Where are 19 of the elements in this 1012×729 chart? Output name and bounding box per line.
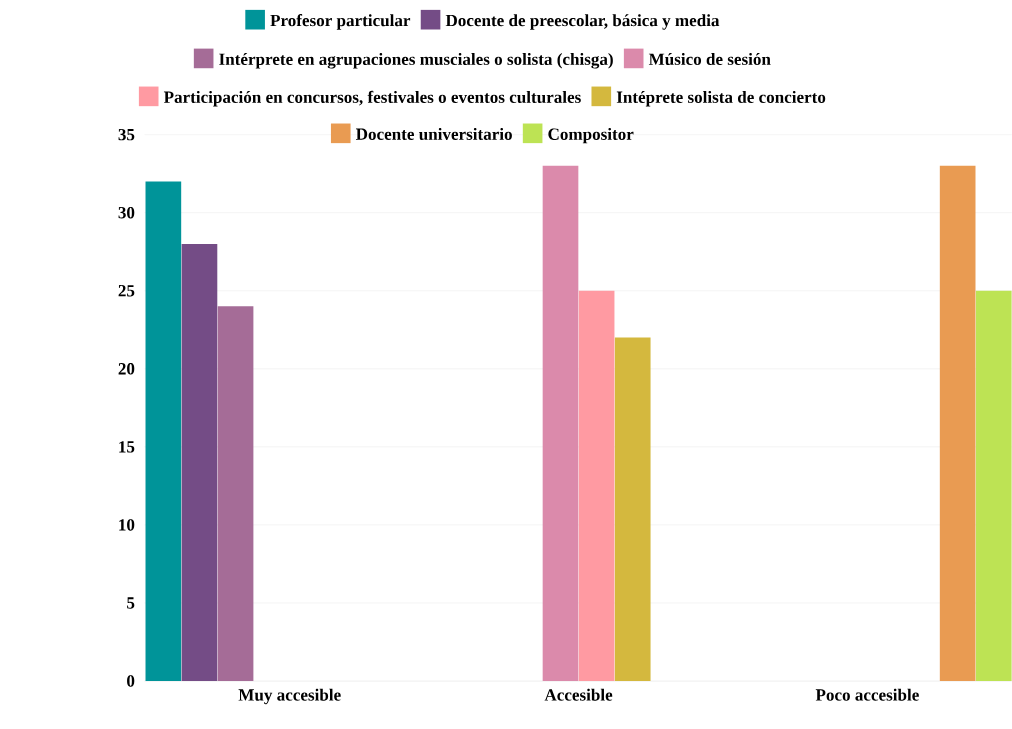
legend-label: Profesor particular xyxy=(270,13,411,30)
legend-label: Intérprete en agrupaciones musciales o solista (chisga) xyxy=(219,52,613,69)
y-tick-label: 15 xyxy=(119,440,135,453)
y-tick-label: 35 xyxy=(118,128,135,141)
y-tick-label: 20 xyxy=(118,362,135,375)
x-tick-label: Accesible xyxy=(544,688,613,701)
legend-label: Docente universitario xyxy=(355,127,512,140)
y-tick-label: 25 xyxy=(118,284,135,297)
x-tick-label: Muy accesible xyxy=(238,688,341,705)
legend-label: Intéprete solista de concierto xyxy=(616,90,826,107)
y-tick-label: 0 xyxy=(127,675,135,687)
legend-label: Compositor xyxy=(548,127,634,144)
y-tick-label: 10 xyxy=(119,518,135,531)
y-tick-label: 5 xyxy=(127,597,135,609)
x-tick-label: Poco accesible xyxy=(815,688,919,701)
legend-label: Músico de sesión xyxy=(648,52,771,65)
y-tick-label: 30 xyxy=(118,206,135,219)
legend-label: Docente de preescolar, básica y media xyxy=(445,14,720,30)
legend-label: Participación en concursos, festivales o eventos culturales xyxy=(163,90,581,107)
